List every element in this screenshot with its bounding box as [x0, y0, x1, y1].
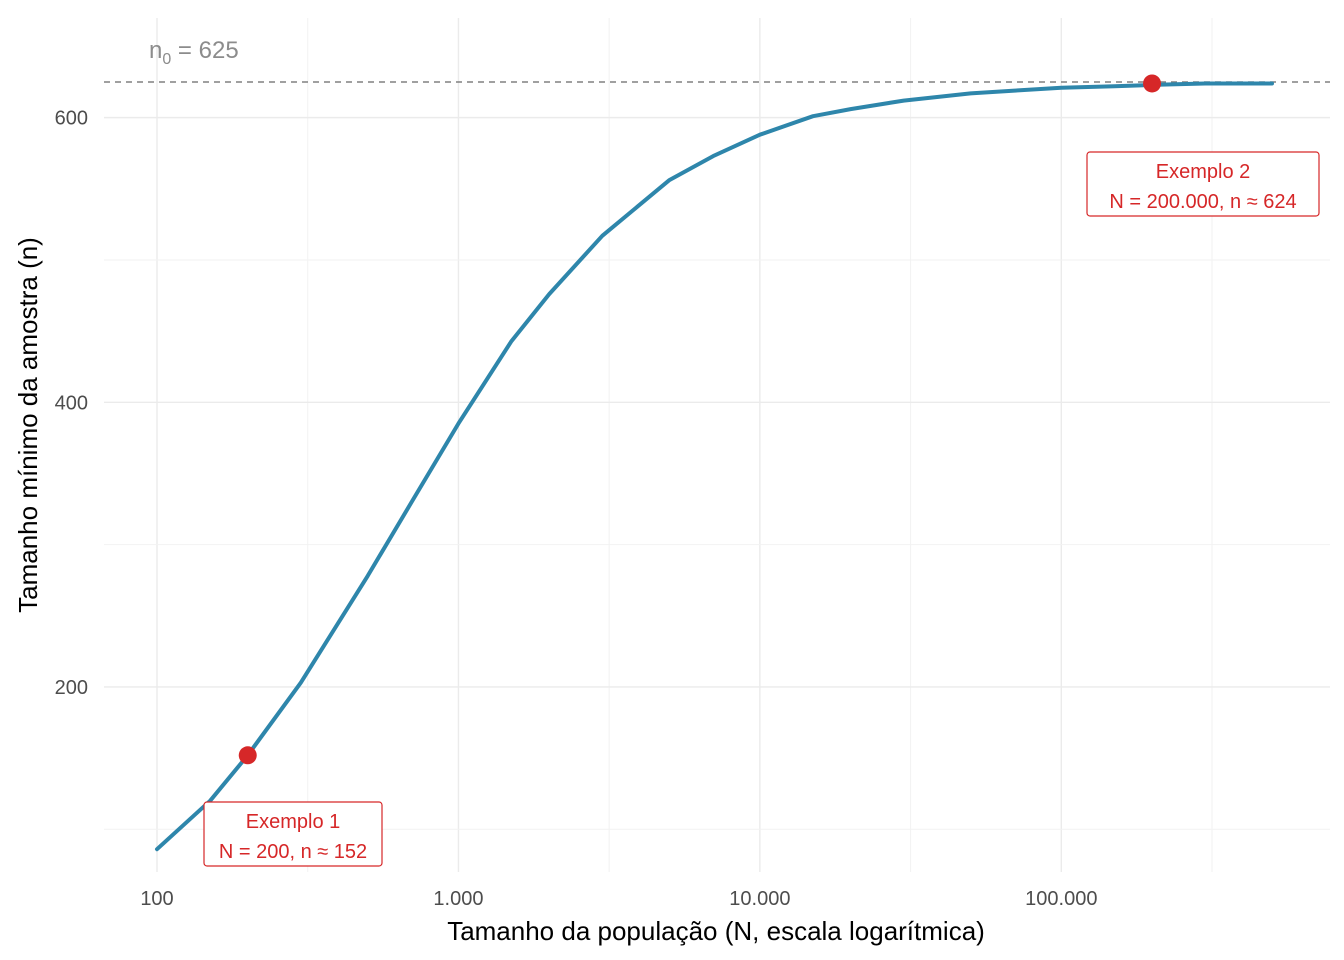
ref-label-value: = 625 — [171, 37, 238, 64]
y-tick-label: 600 — [55, 108, 88, 130]
ref-label-subscript: 0 — [162, 51, 171, 68]
x-tick-label: 100.000 — [1025, 888, 1097, 910]
ref-label-main: n — [149, 37, 162, 64]
highlight-point — [238, 746, 257, 765]
reference-line-label: n0 = 625 — [149, 37, 239, 68]
y-tick-label: 200 — [55, 677, 88, 699]
annotation-box — [203, 801, 383, 867]
annotation-detail: N = 200.000, n ≈ 624 — [1109, 191, 1296, 213]
y-axis-title: Tamanho mínimo da amostra (n) — [13, 237, 43, 613]
x-tick-label: 10.000 — [729, 888, 790, 910]
x-tick-label: 100 — [140, 888, 173, 910]
y-axis-ticks: 200 400 600 — [55, 108, 88, 699]
annotation-title: Exemplo 1 — [246, 811, 341, 833]
annotation-title: Exemplo 2 — [1156, 161, 1251, 183]
reference-line-group: n0 = 625 — [104, 37, 1330, 83]
grid — [104, 18, 1330, 872]
x-axis-ticks: 100 1.000 10.000 100.000 — [140, 888, 1097, 910]
series-line — [155, 81, 1274, 852]
highlights: Exemplo 1 N = 200, n ≈ 152 Exemplo 2 N = 20… — [203, 74, 1320, 867]
annotation-box — [1086, 151, 1320, 217]
y-tick-label: 400 — [55, 392, 88, 414]
x-tick-label: 1.000 — [433, 888, 483, 910]
highlight-point — [1143, 74, 1162, 93]
annotation-detail: N = 200, n ≈ 152 — [219, 841, 367, 863]
x-axis-title: Tamanho da população (N, escala logarítm… — [447, 916, 985, 946]
